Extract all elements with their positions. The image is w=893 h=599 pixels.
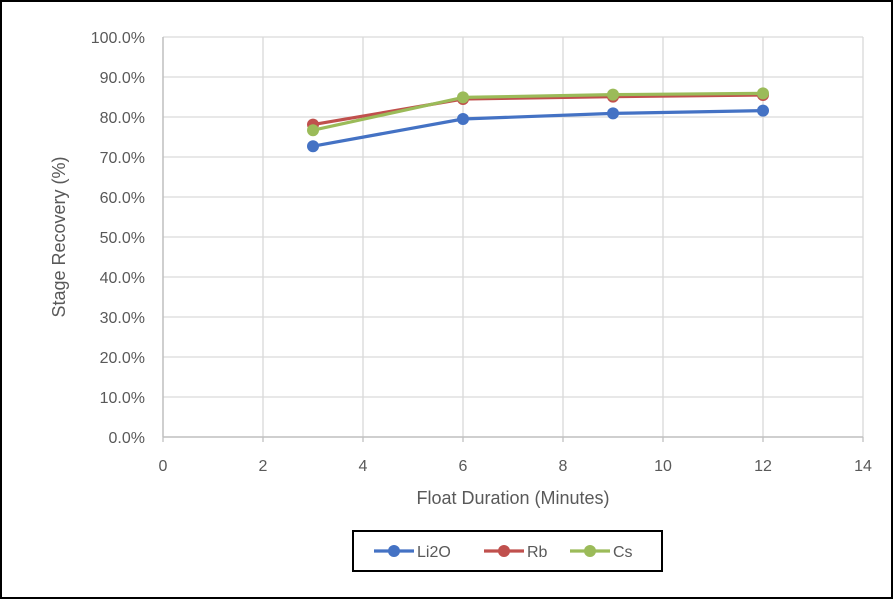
- x-tick-label: 6: [459, 458, 468, 475]
- legend: Li2O Rb Cs: [352, 530, 663, 572]
- y-tick-label: 60.0%: [100, 190, 145, 207]
- y-tick-label: 30.0%: [100, 310, 145, 327]
- data-point-li2o: [757, 104, 769, 117]
- x-tick-label: 14: [854, 458, 872, 475]
- x-tick-label: 4: [359, 458, 368, 475]
- series-li2o: [307, 104, 769, 153]
- series-lines: [307, 87, 769, 153]
- x-tick-label: 2: [259, 458, 268, 475]
- tick-labels: 0.0% 10.0% 20.0% 30.0% 40.0% 50.0% 60.0% 70.0% 8…: [91, 30, 872, 475]
- series-line-li2o: [312, 109, 764, 148]
- y-tick-label: 100.0%: [91, 30, 145, 47]
- y-tick-label: 80.0%: [100, 110, 145, 127]
- data-point-cs: [607, 88, 619, 101]
- x-axis-title: Float Duration (Minutes): [416, 488, 609, 508]
- legend-marker-rb: [498, 545, 510, 557]
- data-point-cs: [757, 87, 769, 100]
- axes: [162, 37, 864, 442]
- series-line-rb: [312, 93, 764, 127]
- series-line-cs: [312, 91, 764, 132]
- data-point-li2o: [457, 113, 469, 125]
- y-tick-label: 20.0%: [100, 350, 145, 367]
- x-tick-label: 8: [559, 458, 568, 475]
- data-point-cs: [307, 124, 319, 137]
- series-cs: [307, 87, 769, 137]
- legend-marker-li2o: [388, 545, 400, 557]
- legend-marker-cs: [584, 545, 596, 557]
- y-tick-label: 0.0%: [109, 430, 145, 447]
- y-tick-label: 10.0%: [100, 390, 145, 407]
- data-point-cs: [457, 91, 469, 104]
- legend-item-cs: Cs: [570, 544, 633, 561]
- y-axis-title: Stage Recovery (%): [49, 156, 69, 317]
- y-tick-label: 50.0%: [100, 230, 145, 247]
- legend-item-li2o: Li2O: [374, 544, 451, 561]
- legend-label-rb: Rb: [527, 544, 548, 561]
- y-tick-label: 70.0%: [100, 150, 145, 167]
- x-tick-label: 12: [754, 458, 772, 475]
- legend-label-cs: Cs: [613, 544, 633, 561]
- legend-item-rb: Rb: [484, 544, 548, 561]
- data-point-li2o: [607, 107, 619, 120]
- x-tick-label: 0: [159, 458, 168, 475]
- data-point-li2o: [307, 140, 319, 153]
- legend-label-li2o: Li2O: [417, 544, 451, 561]
- y-tick-label: 40.0%: [100, 270, 145, 287]
- gridlines: [163, 36, 864, 437]
- y-tick-label: 90.0%: [100, 70, 145, 87]
- x-tick-label: 10: [654, 458, 672, 475]
